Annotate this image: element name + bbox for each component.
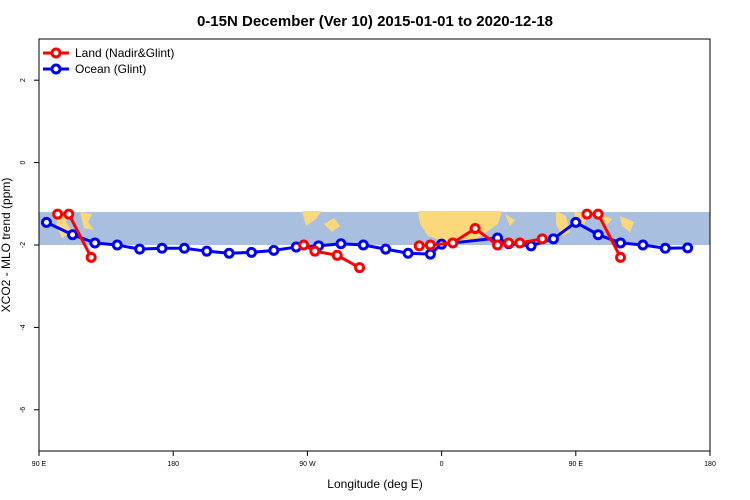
axis-ticks: 90 E 180 90 W 0 90 E 180 2 0 -2 -4 -6	[20, 78, 716, 468]
ocean-data-point	[111, 239, 123, 251]
ocean-data-point	[40, 216, 52, 228]
ocean-data-point	[357, 239, 369, 251]
land-data-point	[63, 208, 75, 220]
x-tick-label: 90 E	[569, 461, 584, 468]
land-data-point	[615, 251, 627, 263]
ocean-data-point	[89, 237, 101, 249]
y-axis-label: XCO2 - MLO trend (ppm)	[0, 178, 13, 313]
y-tick-label: -4	[20, 324, 27, 330]
y-tick-label: -2	[20, 242, 27, 248]
legend-land-label: Land (Nadir&Glint)	[75, 46, 174, 60]
ocean-data-point	[525, 240, 537, 252]
x-axis-label: Longitude (deg E)	[327, 477, 422, 491]
band-land-shape	[302, 211, 322, 226]
band-land-shape	[620, 216, 634, 232]
ocean-data-point	[67, 229, 79, 241]
x-tick-label: 0	[440, 461, 444, 468]
land-data-point	[536, 233, 548, 245]
land-data-point	[424, 239, 436, 251]
band-land-shape	[80, 212, 94, 230]
ocean-data-point	[156, 242, 168, 254]
land-data-point	[85, 251, 97, 263]
legend-ocean-label: Ocean (Glint)	[75, 62, 146, 76]
x-tick-label: 90 W	[299, 461, 316, 468]
land-data-point	[354, 262, 366, 274]
land-data-point	[413, 240, 425, 252]
legend: Land (Nadir&Glint) Ocean (Glint)	[43, 46, 174, 76]
ocean-data-point	[615, 237, 627, 249]
y-tick-label: 0	[20, 161, 27, 165]
legend-ocean-marker	[50, 63, 62, 75]
ocean-data-point	[402, 247, 414, 259]
data-series	[40, 208, 694, 274]
land-data-point	[298, 239, 310, 251]
ocean-data-point	[335, 238, 347, 250]
land-data-point	[492, 239, 504, 251]
x-tick-label: 180	[704, 461, 716, 468]
ocean-data-point	[547, 233, 559, 245]
band-land-shape	[324, 218, 340, 232]
ocean-data-point	[424, 248, 436, 260]
land-data-point	[514, 237, 526, 249]
ocean-data-point	[201, 245, 213, 257]
ocean-data-point	[223, 247, 235, 259]
ocean-data-point	[268, 244, 280, 256]
land-data-point	[592, 208, 604, 220]
band-land-shape	[418, 211, 502, 244]
ocean-data-point	[178, 242, 190, 254]
x-tick-label: 90 E	[32, 461, 47, 468]
y-tick-label: 2	[20, 78, 27, 82]
ocean-data-point	[682, 242, 694, 254]
x-tick-label: 180	[167, 461, 179, 468]
band-land-shape	[505, 214, 515, 226]
land-data-point	[309, 245, 321, 257]
y-tick-label: -6	[20, 407, 27, 413]
land-data-point	[503, 237, 515, 249]
ocean-data-point	[659, 242, 671, 254]
land-series-line	[302, 243, 361, 269]
chart-title: 0-15N December (Ver 10) 2015-01-01 to 20…	[197, 13, 553, 30]
legend-land-marker	[50, 47, 62, 59]
ocean-data-point	[380, 243, 392, 255]
land-data-point	[331, 249, 343, 261]
ocean-data-point	[134, 243, 146, 255]
ocean-data-point	[570, 216, 582, 228]
land-data-point	[581, 208, 593, 220]
land-data-point	[52, 208, 64, 220]
land-data-point	[469, 223, 481, 235]
land-data-point	[447, 237, 459, 249]
ocean-data-point	[592, 229, 604, 241]
ocean-data-point	[245, 246, 257, 258]
ocean-data-point	[637, 239, 649, 251]
